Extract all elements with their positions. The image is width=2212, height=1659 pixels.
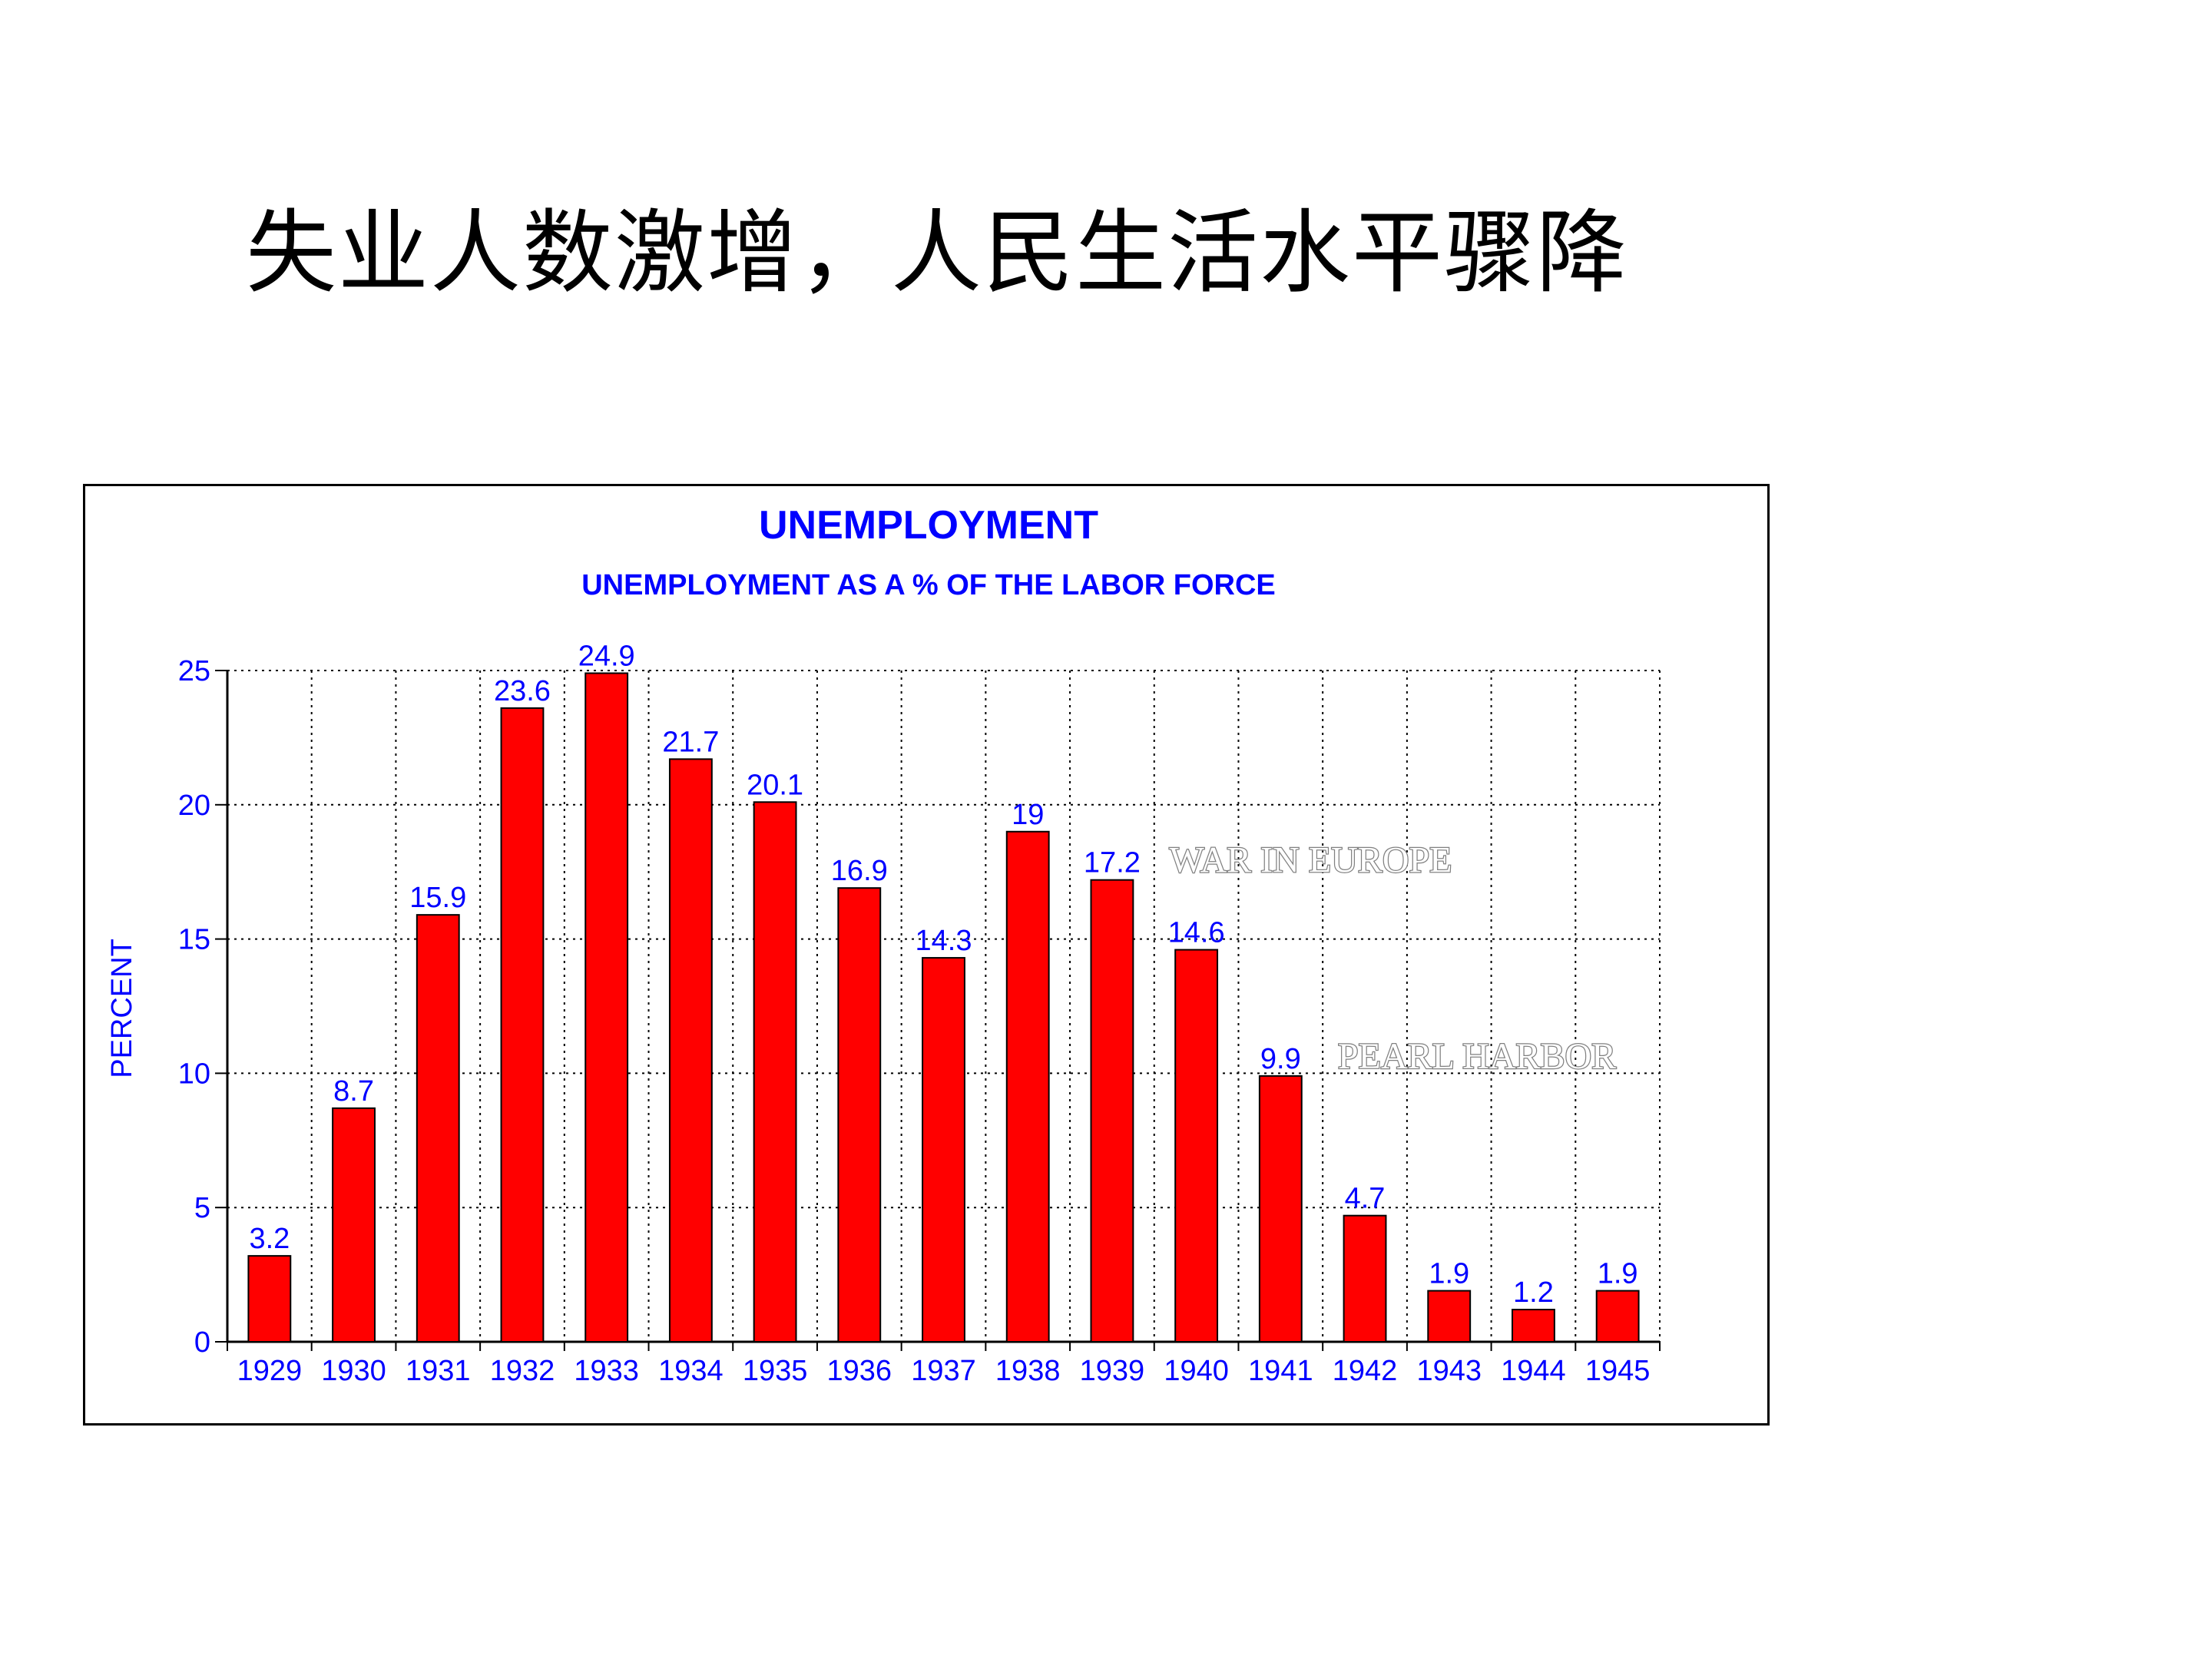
y-axis-label: PERCENT: [106, 939, 138, 1078]
grid-layer: [227, 670, 1661, 1342]
bar-1940: [1174, 949, 1219, 1343]
bar-1943: [1427, 1290, 1472, 1343]
war-in-europe-annotation: WAR IN EUROPE: [1170, 840, 1452, 881]
bar-1939: [1090, 879, 1134, 1343]
bar-1933: [584, 672, 629, 1343]
data-label-1939: 17.2: [1084, 847, 1141, 879]
x-tick-label-1930: 1930: [321, 1355, 386, 1387]
bar-layer: [247, 672, 1640, 1343]
data-label-1938: 19: [1012, 799, 1044, 831]
x-tick-label-1933: 1933: [574, 1355, 639, 1387]
data-label-1935: 20.1: [747, 769, 803, 801]
y-tick-label: 0: [194, 1326, 210, 1359]
data-label-1931: 15.9: [409, 882, 466, 914]
x-tick-label-1944: 1944: [1501, 1355, 1566, 1387]
x-tick-label-1936: 1936: [827, 1355, 892, 1387]
chart-title: UNEMPLOYMENT: [759, 503, 1098, 548]
bar-1930: [332, 1107, 376, 1343]
x-tick-label-1938: 1938: [995, 1355, 1061, 1387]
bar-1938: [1005, 830, 1050, 1343]
data-label-1937: 14.3: [916, 925, 972, 957]
data-label-1942: 4.7: [1345, 1183, 1386, 1215]
x-tick-label-1942: 1942: [1333, 1355, 1398, 1387]
data-label-1932: 23.6: [494, 675, 551, 707]
x-tick-label-1940: 1940: [1164, 1355, 1229, 1387]
axis-layer: 0 5 10 15 20 25: [178, 655, 1661, 1359]
x-tick-label-1937: 1937: [911, 1355, 976, 1387]
bar-1931: [416, 914, 460, 1343]
bar-1944: [1512, 1309, 1555, 1343]
slide-title: 失业人数激增，人民生活水平骤降: [246, 200, 1629, 306]
bar-1937: [922, 957, 965, 1343]
data-label-1930: 8.7: [333, 1075, 374, 1108]
pearl-harbor-annotation: PEARL HARBOR: [1338, 1036, 1616, 1077]
y-tick-label: 5: [194, 1192, 210, 1224]
bar-1945: [1595, 1290, 1640, 1343]
data-label-1934: 21.7: [662, 726, 719, 758]
y-tick-label: 15: [178, 924, 210, 956]
x-tick-label-1941: 1941: [1248, 1355, 1313, 1387]
x-tick-label-1945: 1945: [1585, 1355, 1651, 1387]
data-label-1941: 9.9: [1260, 1043, 1301, 1075]
data-label-1943: 1.9: [1429, 1258, 1469, 1290]
data-label-1933: 24.9: [578, 640, 635, 672]
label-layer: 3.2 1929 8.7 1930 15.9 1931 23.6 1932 24.9 1933 21…: [237, 640, 1651, 1387]
y-tick-label: 25: [178, 655, 210, 687]
data-label-1929: 3.2: [249, 1223, 290, 1255]
unemployment-bar-chart: UNEMPLOYMENT UNEMPLOYMENT AS A % OF THE …: [106, 503, 1661, 1387]
bar-1932: [500, 707, 545, 1343]
data-label-1940: 14.6: [1168, 917, 1225, 949]
x-tick-label-1931: 1931: [406, 1355, 471, 1387]
bar-1929: [247, 1255, 292, 1343]
bar-1935: [753, 801, 797, 1343]
bar-1936: [837, 887, 882, 1343]
y-tick-label: 10: [178, 1058, 210, 1090]
x-tick-label-1939: 1939: [1080, 1355, 1145, 1387]
chart-frame: UNEMPLOYMENT UNEMPLOYMENT AS A % OF THE …: [83, 484, 1770, 1426]
y-tick-label: 20: [178, 790, 210, 822]
data-label-1944: 1.2: [1513, 1277, 1554, 1309]
x-tick-label-1929: 1929: [237, 1355, 303, 1387]
bar-1942: [1343, 1214, 1387, 1343]
bar-1934: [668, 758, 713, 1343]
x-tick-label-1935: 1935: [743, 1355, 808, 1387]
x-tick-label-1934: 1934: [658, 1355, 724, 1387]
bar-1941: [1258, 1075, 1303, 1343]
data-label-1936: 16.9: [831, 855, 888, 887]
x-tick-label-1943: 1943: [1416, 1355, 1482, 1387]
x-tick-label-1932: 1932: [490, 1355, 555, 1387]
data-label-1945: 1.9: [1598, 1258, 1638, 1290]
chart-subtitle: UNEMPLOYMENT AS A % OF THE LABOR FORCE: [581, 569, 1276, 601]
